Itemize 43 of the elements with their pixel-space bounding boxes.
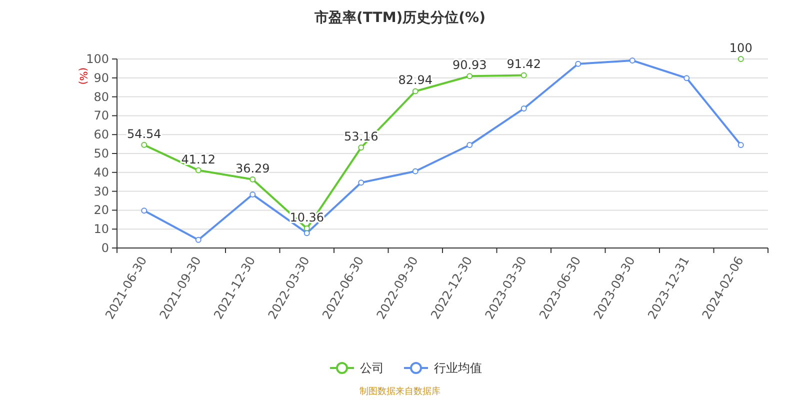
- point: [195, 236, 202, 243]
- data-label: 82.94: [398, 73, 433, 88]
- text: 制图数据来自数据库: [360, 386, 440, 397]
- point: [358, 180, 364, 186]
- data-label: 90.93: [452, 58, 487, 72]
- data-label: 41.12: [181, 152, 216, 166]
- y-tick-label: 30: [94, 184, 109, 198]
- point: [250, 192, 256, 198]
- point: [412, 88, 418, 94]
- y-tick-label: 10: [94, 222, 109, 236]
- y-tick-label: 50: [94, 146, 109, 160]
- y-tick-label: 60: [94, 128, 109, 142]
- y-tick-label: 80: [94, 90, 109, 104]
- point: [629, 58, 636, 64]
- y-tick-label: 20: [94, 203, 109, 218]
- point: [358, 144, 364, 151]
- point: [575, 60, 582, 67]
- point: [304, 230, 310, 236]
- point: [195, 167, 202, 174]
- data-label: 91.42: [506, 57, 542, 72]
- point: [466, 73, 473, 80]
- y-tick-label: 90: [94, 70, 109, 85]
- y-tick-label: 0: [101, 241, 109, 255]
- point: [412, 168, 418, 174]
- point: [520, 72, 527, 78]
- legend-label: 行业均值: [434, 361, 482, 375]
- data-label: 100: [729, 41, 752, 55]
- y-tick-label: 100: [86, 52, 109, 66]
- y-axis-title: (%): [77, 67, 88, 85]
- point: [738, 56, 744, 62]
- point: [141, 208, 148, 214]
- y-tick-label: 40: [94, 165, 109, 180]
- point: [684, 75, 690, 82]
- data-label: 36.29: [235, 161, 270, 176]
- y-tick-label: 70: [94, 108, 109, 123]
- point: [466, 142, 473, 148]
- point: [738, 142, 744, 148]
- legend-label: 公司: [360, 361, 384, 375]
- data-label: 54.54: [126, 126, 162, 141]
- point: [520, 106, 527, 112]
- chart-title: 市盈率(TTM)历史分位(%): [314, 9, 486, 26]
- point: [250, 176, 256, 182]
- point: [141, 142, 148, 148]
